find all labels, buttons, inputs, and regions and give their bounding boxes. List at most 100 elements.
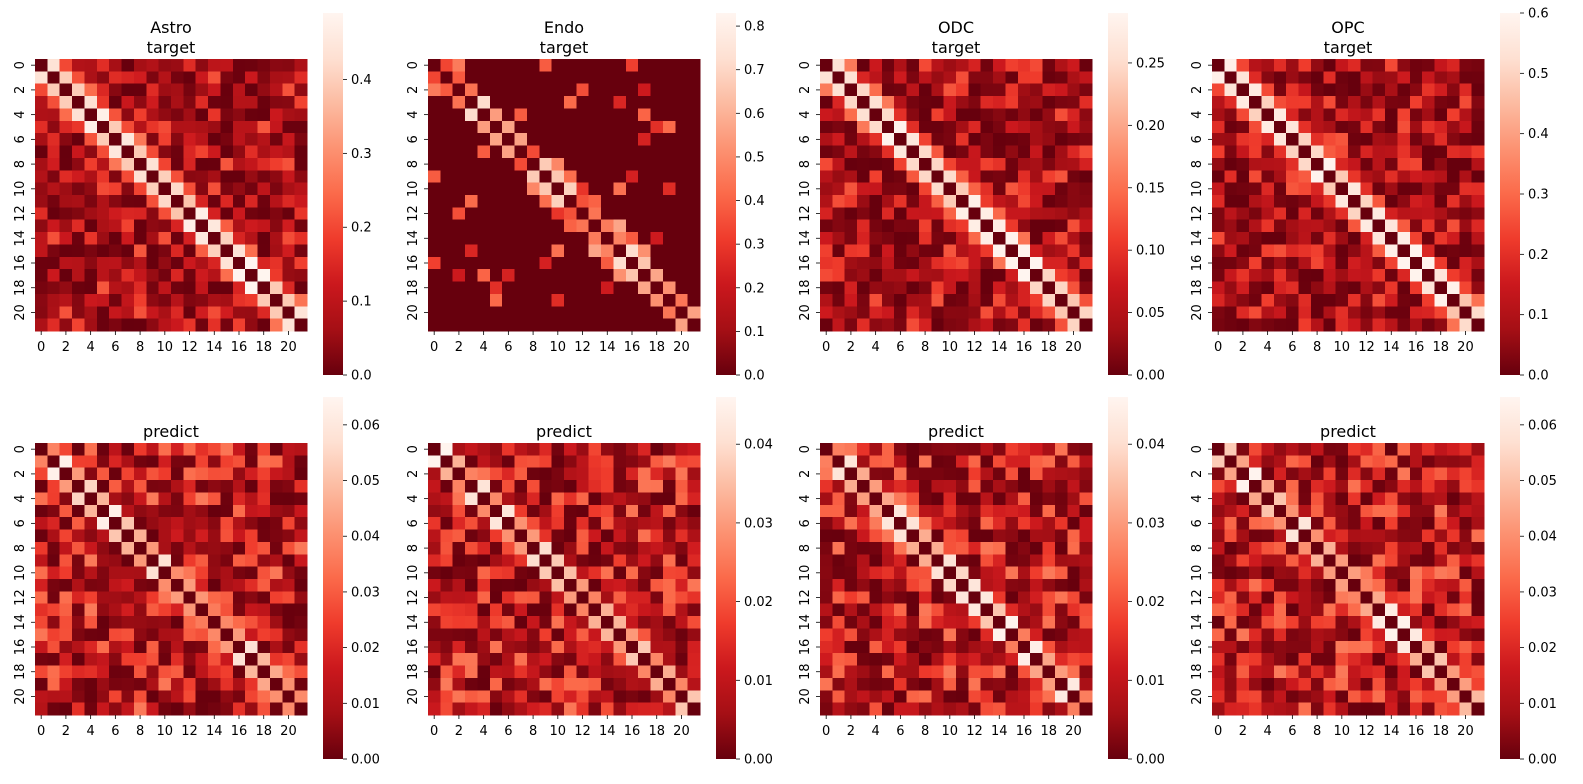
heatmap-cell bbox=[1224, 256, 1238, 270]
heatmap-cell bbox=[980, 269, 994, 283]
x-tick-label: 8 bbox=[1313, 724, 1321, 739]
heatmap-cell bbox=[35, 653, 48, 667]
heatmap-cell bbox=[638, 579, 652, 592]
heatmap-cell bbox=[576, 492, 590, 506]
heatmap-cell bbox=[1360, 603, 1374, 617]
heatmap-cell bbox=[539, 318, 553, 332]
heatmap-cell bbox=[601, 467, 615, 481]
heatmap-cell bbox=[906, 677, 920, 691]
heatmap-cell bbox=[894, 182, 908, 196]
heatmap-cell bbox=[675, 306, 689, 320]
heatmap-cell bbox=[489, 269, 503, 283]
heatmap-cell bbox=[269, 603, 283, 617]
heatmap-cell bbox=[1434, 170, 1448, 184]
heatmap-cell bbox=[171, 467, 184, 481]
heatmap-cell bbox=[1079, 293, 1093, 307]
heatmap-cell bbox=[1422, 59, 1436, 72]
heatmap-cell bbox=[1323, 182, 1337, 196]
heatmap-cell bbox=[1385, 145, 1399, 159]
heatmap-cell bbox=[844, 170, 858, 184]
heatmap-cell bbox=[502, 318, 516, 332]
heatmap-cell bbox=[1459, 120, 1473, 134]
heatmap-cell bbox=[576, 170, 590, 184]
heatmap-cell bbox=[943, 455, 957, 469]
heatmap-cell bbox=[1054, 170, 1068, 184]
x-tick-label: 10 bbox=[157, 340, 174, 355]
heatmap-cell bbox=[832, 566, 846, 580]
heatmap-cell bbox=[220, 318, 234, 332]
heatmap-cell bbox=[931, 566, 945, 580]
heatmap-cell bbox=[675, 504, 689, 518]
heatmap-cell bbox=[465, 443, 479, 456]
heatmap-cell bbox=[269, 541, 283, 555]
heatmap-cell bbox=[1298, 306, 1312, 320]
heatmap-cell bbox=[1335, 133, 1349, 147]
heatmap-cell bbox=[894, 293, 908, 307]
heatmap-cell bbox=[232, 517, 246, 531]
heatmap-cell bbox=[1385, 690, 1399, 704]
heatmap-cell bbox=[1224, 182, 1238, 196]
heatmap-cell bbox=[1372, 182, 1386, 196]
heatmap-cell bbox=[1224, 232, 1238, 246]
heatmap-cell bbox=[539, 293, 553, 307]
heatmap-cell bbox=[294, 603, 308, 617]
heatmap-cell bbox=[1079, 616, 1093, 630]
heatmap-cell bbox=[232, 59, 246, 72]
heatmap-cell bbox=[918, 232, 932, 246]
heatmap-cell bbox=[477, 480, 491, 494]
heatmap-cell bbox=[881, 690, 895, 704]
heatmap-cell bbox=[452, 702, 466, 716]
heatmap-cell bbox=[564, 96, 577, 110]
heatmap-cell bbox=[539, 244, 553, 258]
heatmap-cell bbox=[1042, 455, 1056, 469]
heatmap-cell bbox=[588, 59, 602, 72]
heatmap-cell bbox=[514, 133, 528, 147]
heatmap-cell bbox=[489, 455, 503, 469]
heatmap-cell bbox=[613, 318, 627, 332]
heatmap-cell bbox=[1360, 467, 1374, 481]
heatmap-cell bbox=[1273, 603, 1287, 617]
heatmap-cell bbox=[638, 492, 652, 506]
heatmap-cell bbox=[1422, 579, 1436, 592]
heatmap-cell bbox=[245, 195, 259, 208]
heatmap-cell bbox=[1249, 133, 1263, 147]
heatmap-cell bbox=[1067, 628, 1081, 642]
heatmap-cell bbox=[576, 71, 590, 85]
colorbar-tick-label: 0.0 bbox=[1528, 369, 1549, 384]
heatmap-cell bbox=[1212, 170, 1225, 184]
x-tick-label: 4 bbox=[871, 724, 879, 739]
heatmap-cell bbox=[72, 71, 86, 85]
heatmap-cell bbox=[1459, 269, 1473, 283]
heatmap-cell bbox=[1310, 96, 1324, 110]
heatmap-cell bbox=[564, 616, 577, 630]
heatmap-cell bbox=[980, 133, 994, 147]
heatmap-cell bbox=[1409, 566, 1423, 580]
heatmap-cell bbox=[551, 492, 565, 506]
heatmap-cell bbox=[687, 145, 701, 159]
heatmap-cell bbox=[220, 591, 234, 605]
heatmap-cell bbox=[857, 492, 871, 506]
heatmap-cell bbox=[1079, 170, 1093, 184]
heatmap-cell bbox=[489, 207, 503, 221]
heatmap-cell bbox=[96, 579, 110, 592]
heatmap-cell bbox=[109, 170, 123, 184]
heatmap-cell bbox=[881, 541, 895, 555]
heatmap-cell bbox=[428, 207, 441, 221]
heatmap-cell bbox=[993, 59, 1007, 72]
heatmap-cell bbox=[47, 541, 61, 555]
heatmap-cell bbox=[232, 182, 246, 196]
heatmap-cell bbox=[1397, 443, 1411, 456]
heatmap-cell bbox=[282, 71, 296, 85]
heatmap-cell bbox=[232, 318, 246, 332]
heatmap-cell bbox=[869, 628, 883, 642]
heatmap-cell bbox=[84, 145, 98, 159]
heatmap-cell bbox=[832, 579, 846, 592]
heatmap-cell bbox=[1042, 702, 1056, 716]
heatmap-cell bbox=[1030, 207, 1044, 221]
heatmap-cell bbox=[1261, 59, 1275, 72]
heatmap-cell bbox=[1372, 318, 1386, 332]
heatmap-cell bbox=[1030, 281, 1044, 295]
heatmap-cell bbox=[514, 541, 528, 555]
heatmap-cell bbox=[1310, 83, 1324, 97]
heatmap-cell bbox=[1261, 133, 1275, 147]
